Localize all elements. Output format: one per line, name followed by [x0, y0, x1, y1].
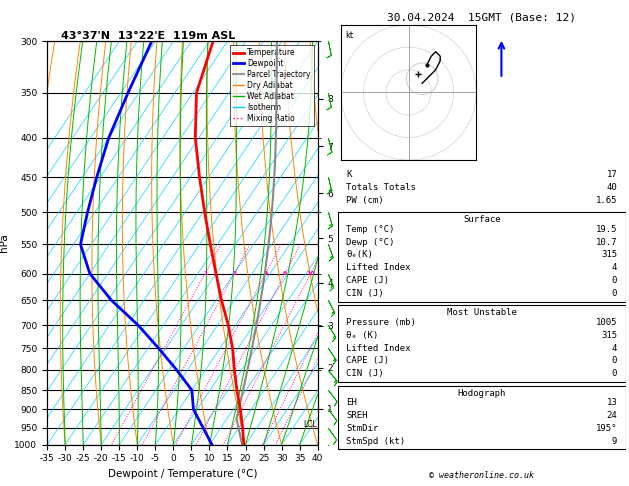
- Text: Pressure (mb): Pressure (mb): [347, 318, 416, 327]
- Text: 17: 17: [606, 170, 617, 179]
- Text: 0: 0: [612, 356, 617, 365]
- Text: 1: 1: [203, 271, 207, 276]
- X-axis label: Dewpoint / Temperature (°C): Dewpoint / Temperature (°C): [108, 469, 257, 479]
- Text: CAPE (J): CAPE (J): [347, 276, 389, 285]
- Text: Hodograph: Hodograph: [458, 389, 506, 398]
- Text: CAPE (J): CAPE (J): [347, 356, 389, 365]
- Text: PW (cm): PW (cm): [347, 195, 384, 205]
- Text: Most Unstable: Most Unstable: [447, 309, 517, 317]
- Text: LCL: LCL: [303, 420, 316, 429]
- Text: 0: 0: [612, 289, 617, 298]
- Text: 315: 315: [601, 331, 617, 340]
- Text: 4: 4: [264, 271, 268, 276]
- Text: StmSpd (kt): StmSpd (kt): [347, 437, 406, 446]
- Text: EH: EH: [347, 399, 357, 407]
- Text: Surface: Surface: [463, 215, 501, 224]
- Text: 40: 40: [606, 183, 617, 192]
- Text: 19.5: 19.5: [596, 225, 617, 234]
- Text: CIN (J): CIN (J): [347, 289, 384, 298]
- Y-axis label: hPa: hPa: [0, 234, 9, 252]
- Text: Temp (°C): Temp (°C): [347, 225, 395, 234]
- Y-axis label: km
ASL: km ASL: [341, 243, 359, 264]
- Text: StmDir: StmDir: [347, 424, 379, 433]
- Text: 195°: 195°: [596, 424, 617, 433]
- Text: 24: 24: [606, 411, 617, 420]
- Text: 315: 315: [601, 250, 617, 260]
- Text: θₑ(K): θₑ(K): [347, 250, 373, 260]
- Text: 0: 0: [612, 276, 617, 285]
- Text: 13: 13: [606, 399, 617, 407]
- Text: 1.65: 1.65: [596, 195, 617, 205]
- Text: 30.04.2024  15GMT (Base: 12): 30.04.2024 15GMT (Base: 12): [387, 12, 576, 22]
- Text: Lifted Index: Lifted Index: [347, 344, 411, 353]
- Text: 2: 2: [232, 271, 237, 276]
- Text: 1005: 1005: [596, 318, 617, 327]
- Bar: [338, 212, 626, 301]
- Legend: Temperature, Dewpoint, Parcel Trajectory, Dry Adiabat, Wet Adiabat, Isotherm, Mi: Temperature, Dewpoint, Parcel Trajectory…: [230, 45, 314, 126]
- Text: 4: 4: [612, 344, 617, 353]
- Text: θₑ (K): θₑ (K): [347, 331, 379, 340]
- Text: 10: 10: [306, 271, 315, 276]
- Text: 6: 6: [283, 271, 287, 276]
- Text: Dewp (°C): Dewp (°C): [347, 238, 395, 247]
- Text: 0: 0: [612, 369, 617, 378]
- Text: 10.7: 10.7: [596, 238, 617, 247]
- Text: Lifted Index: Lifted Index: [347, 263, 411, 272]
- Text: K: K: [347, 170, 352, 179]
- Text: kt: kt: [345, 32, 353, 40]
- Text: SREH: SREH: [347, 411, 368, 420]
- Text: 4: 4: [612, 263, 617, 272]
- Text: 9: 9: [612, 437, 617, 446]
- Bar: [338, 305, 626, 382]
- Bar: [338, 386, 626, 450]
- Text: Totals Totals: Totals Totals: [347, 183, 416, 192]
- Text: 43°37'N  13°22'E  119m ASL: 43°37'N 13°22'E 119m ASL: [60, 31, 235, 40]
- Text: © weatheronline.co.uk: © weatheronline.co.uk: [430, 471, 534, 480]
- Text: CIN (J): CIN (J): [347, 369, 384, 378]
